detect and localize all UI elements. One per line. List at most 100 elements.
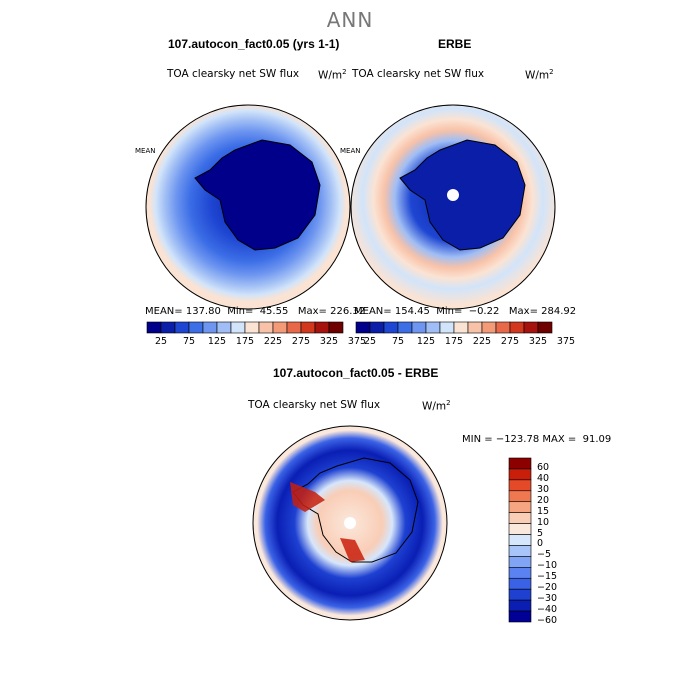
colorbar-swatch: [258, 321, 274, 334]
colorbar-swatch: [216, 321, 232, 334]
colorbar-swatch: [508, 457, 532, 470]
colorbar-tick-label: 20: [537, 494, 550, 506]
colorbar-swatch: [509, 321, 525, 334]
panel1-stats: MEAN= 137.80 Min= 45.55 Max= 226.32: [145, 306, 366, 317]
colorbar-swatch: [508, 599, 532, 612]
colorbar-tick-label: 25: [363, 336, 377, 347]
colorbar-tick-label: −30: [537, 593, 558, 605]
colorbar-panel2: [355, 321, 553, 334]
panel3-stats: MIN = −123.78 MAX = 91.09: [462, 434, 612, 445]
map-difference: [252, 425, 448, 621]
colorbar-tick-label: 225: [263, 336, 283, 347]
colorbar-tick-label: 75: [182, 336, 196, 347]
colorbar-tick-label: 275: [500, 336, 520, 347]
colorbar-tick-label: −20: [537, 582, 558, 594]
colorbar-tick-label: −5: [537, 549, 552, 561]
colorbar-swatch: [314, 321, 330, 334]
colorbar-swatch: [508, 577, 532, 590]
colorbar-swatch: [508, 490, 532, 503]
colorbar-tick-label: 60: [537, 461, 550, 473]
colorbar-swatch: [272, 321, 288, 334]
colorbar-tick-label: 125: [416, 336, 436, 347]
colorbar-tick-label: 175: [235, 336, 255, 347]
panel1-title: 107.autocon_fact0.05 (yrs 1-1): [168, 37, 340, 51]
figure-title: ANN: [326, 8, 374, 32]
colorbar-swatch: [397, 321, 413, 334]
colorbar-tick-label: −40: [537, 604, 558, 616]
colorbar-swatch: [300, 321, 316, 334]
colorbar-tick-label: 325: [319, 336, 339, 347]
panel3-field-label: TOA clearsky net SW flux: [248, 399, 381, 411]
colorbar-tick-label: 75: [391, 336, 405, 347]
colorbar-tick-label: 10: [537, 516, 550, 528]
colorbar-swatch: [495, 321, 511, 334]
panel2-unit: W/m2: [525, 68, 554, 82]
colorbar-swatch: [453, 321, 469, 334]
colorbar-tick-label: 325: [528, 336, 548, 347]
meridian-label: MEAN: [135, 147, 156, 155]
colorbar-swatch: [244, 321, 260, 334]
colorbar-tick-label: 5: [537, 527, 544, 539]
colorbar-swatch: [383, 321, 399, 334]
colorbar-difference: [508, 457, 532, 623]
antarctica-coastline: [194, 139, 321, 251]
colorbar-tick-label: 175: [444, 336, 464, 347]
colorbar-swatch: [508, 556, 532, 568]
colorbar-swatch: [481, 321, 497, 334]
colorbar-tick-label: 15: [537, 505, 550, 517]
panel1-field-label: TOA clearsky net SW flux: [167, 68, 300, 80]
colorbar-swatch: [508, 523, 532, 535]
pole-hole: [344, 517, 356, 529]
colorbar-swatch: [425, 321, 441, 334]
panel1-unit: W/m2: [318, 68, 347, 82]
colorbar-swatch: [174, 321, 190, 334]
colorbar-swatch: [508, 534, 532, 546]
colorbar-swatch: [508, 588, 532, 601]
colorbar-swatch: [508, 468, 532, 481]
colorbar-swatch: [467, 321, 483, 334]
colorbar-tick-label: 375: [347, 336, 367, 347]
colorbar-swatch: [328, 321, 344, 334]
colorbar-swatch: [523, 321, 539, 334]
panel2-stats: MEAN= 154.45 Min= −0.22 Max= 284.92: [354, 306, 577, 317]
colorbar-swatch: [537, 321, 553, 334]
colorbar-tick-label: 40: [537, 472, 550, 484]
colorbar-swatch: [508, 610, 532, 623]
colorbar-swatch: [188, 321, 204, 334]
meridian-label: MEAN: [340, 147, 361, 155]
colorbar-swatch: [508, 512, 532, 524]
colorbar-tick-label: 225: [472, 336, 492, 347]
colorbar-tick-label: −15: [537, 571, 558, 583]
panel2-title: ERBE: [438, 37, 472, 51]
colorbar-swatch: [160, 321, 176, 334]
colorbar-tick-label: −10: [537, 560, 558, 572]
colorbar-tick-label: 25: [154, 336, 168, 347]
colorbar-swatch: [508, 545, 532, 557]
colorbar-swatch: [439, 321, 455, 334]
colorbar-swatch: [230, 321, 246, 334]
colorbar-tick-label: −60: [537, 615, 558, 626]
colorbar-swatch: [369, 321, 385, 334]
colorbar-tick-label: 275: [291, 336, 311, 347]
pole-hole: [447, 189, 459, 201]
colorbar-swatch: [411, 321, 427, 334]
colorbar-swatch: [508, 567, 532, 579]
antarctica-coastline: [399, 139, 526, 251]
panel3-unit: W/m2: [422, 399, 451, 413]
colorbar-tick-label: 375: [556, 336, 576, 347]
colorbar-swatch: [508, 479, 532, 492]
colorbar-swatch: [355, 321, 371, 334]
colorbar-tick-label: 30: [537, 483, 550, 495]
colorbar-swatch: [286, 321, 302, 334]
colorbar-panel1: [146, 321, 344, 334]
panel2-field-label: TOA clearsky net SW flux: [352, 68, 485, 80]
map-model-clearsky-sw: MEAN: [135, 104, 351, 310]
panel3-title: 107.autocon_fact0.05 - ERBE: [273, 366, 439, 380]
colorbar-tick-label: 125: [207, 336, 227, 347]
colorbar-swatch: [202, 321, 218, 334]
map-erbe-clearsky-sw: MEAN: [340, 104, 556, 310]
colorbar-swatch: [508, 501, 532, 513]
colorbar-tick-label: 0: [537, 538, 544, 550]
colorbar-swatch: [146, 321, 162, 334]
